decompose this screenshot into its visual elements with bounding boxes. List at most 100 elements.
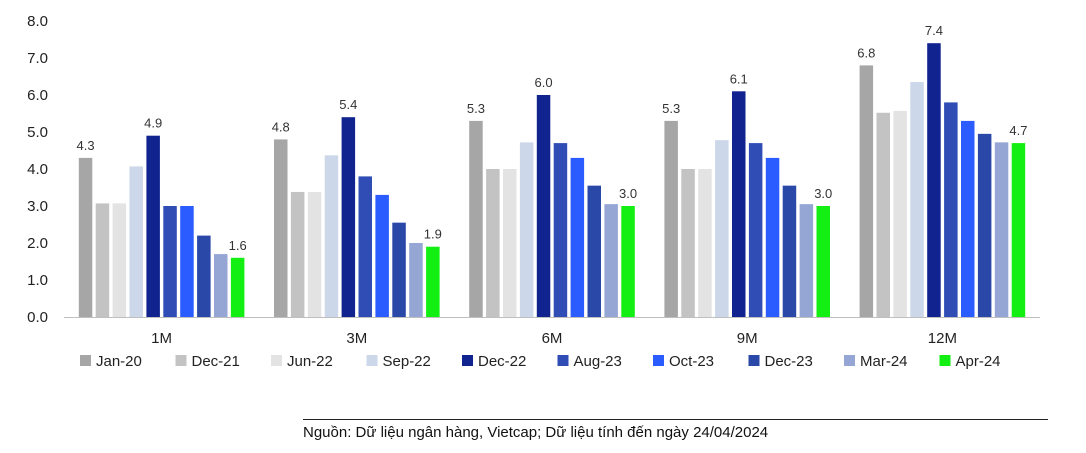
source-divider bbox=[303, 419, 1048, 420]
bar-aug-23-12m bbox=[944, 102, 958, 318]
legend-label: Sep-22 bbox=[383, 353, 431, 370]
bar-dec-22-6m bbox=[536, 95, 551, 317]
legend-swatch bbox=[653, 355, 664, 366]
bar-sep-22-12m bbox=[910, 82, 924, 317]
bar-dec-22-9m bbox=[732, 91, 746, 317]
bar-dec-22-12m bbox=[927, 43, 941, 317]
bar-dec-22-1m bbox=[146, 135, 160, 317]
y-tick-label: 5.0 bbox=[27, 124, 48, 141]
y-tick-label: 4.0 bbox=[27, 161, 48, 178]
bar-dec-23-3m bbox=[392, 222, 406, 317]
bar-dec-23-12m bbox=[977, 133, 992, 317]
data-label: 6.1 bbox=[730, 71, 748, 86]
bar-apr-24-9m bbox=[816, 206, 830, 317]
data-label: 1.6 bbox=[229, 238, 247, 253]
x-tick-label: 3M bbox=[346, 330, 367, 347]
legend-swatch bbox=[80, 355, 91, 366]
legend-label: Mar-24 bbox=[860, 353, 908, 370]
legend-swatch bbox=[271, 355, 282, 366]
bar-sep-22-6m bbox=[519, 142, 534, 317]
bar-jan-20-1m bbox=[78, 157, 93, 317]
data-label: 4.7 bbox=[1009, 123, 1027, 138]
bar-dec-21-12m bbox=[876, 112, 890, 317]
data-label: 4.8 bbox=[272, 119, 290, 134]
y-tick-label: 3.0 bbox=[27, 198, 48, 215]
legend-label: Dec-21 bbox=[192, 353, 240, 370]
bar-aug-23-1m bbox=[163, 206, 177, 317]
bar-oct-23-3m bbox=[375, 194, 389, 317]
data-label: 5.4 bbox=[339, 97, 357, 112]
bar-jan-20-3m bbox=[274, 139, 288, 317]
data-label: 7.4 bbox=[925, 23, 943, 38]
bar-sep-22-3m bbox=[324, 155, 339, 317]
legend-label: Apr-24 bbox=[956, 353, 1001, 370]
bar-apr-24-1m bbox=[230, 257, 245, 317]
data-label: 4.3 bbox=[77, 138, 95, 153]
y-tick-label: 8.0 bbox=[27, 13, 48, 30]
data-label: 3.0 bbox=[619, 186, 637, 201]
bar-jan-20-9m bbox=[664, 120, 678, 318]
legend-label: Jun-22 bbox=[287, 353, 333, 370]
bar-oct-23-6m bbox=[570, 157, 585, 317]
bar-dec-21-1m bbox=[95, 203, 110, 317]
legend-label: Oct-23 bbox=[669, 353, 714, 370]
bar-aug-23-9m bbox=[748, 143, 763, 317]
source-note: Nguồn: Dữ liệu ngân hàng, Vietcap; Dữ li… bbox=[303, 424, 769, 441]
legend-swatch bbox=[557, 355, 569, 366]
data-label: 6.0 bbox=[535, 75, 553, 90]
legend-label: Dec-22 bbox=[478, 353, 526, 370]
legend-label: Jan-20 bbox=[96, 353, 142, 370]
bar-mar-24-6m bbox=[604, 204, 618, 317]
data-label: 5.3 bbox=[662, 101, 680, 116]
bar-dec-23-1m bbox=[197, 235, 211, 317]
bar-dec-22-3m bbox=[341, 117, 356, 317]
bar-aug-23-6m bbox=[553, 143, 568, 317]
bar-jan-20-12m bbox=[859, 65, 874, 318]
bar-sep-22-9m bbox=[715, 140, 729, 317]
x-tick-label: 9M bbox=[737, 330, 758, 347]
bar-apr-24-3m bbox=[426, 246, 440, 317]
bar-jun-22-3m bbox=[307, 191, 322, 317]
bar-dec-21-6m bbox=[486, 169, 500, 317]
data-label: 1.9 bbox=[424, 227, 442, 242]
bar-apr-24-6m bbox=[621, 206, 635, 317]
bar-oct-23-9m bbox=[765, 157, 780, 317]
bar-jan-20-6m bbox=[469, 120, 483, 318]
data-label: 3.0 bbox=[814, 186, 832, 201]
legend-label: Aug-23 bbox=[574, 353, 622, 370]
bar-dec-23-6m bbox=[587, 185, 601, 317]
bar-jun-22-12m bbox=[893, 110, 907, 317]
legend-swatch bbox=[175, 355, 187, 366]
bar-mar-24-1m bbox=[214, 254, 228, 317]
bar-dec-21-9m bbox=[681, 169, 695, 317]
bar-mar-24-12m bbox=[994, 142, 1009, 317]
bar-jun-22-9m bbox=[698, 169, 712, 317]
bar-dec-21-3m bbox=[290, 191, 305, 317]
bar-dec-23-9m bbox=[782, 185, 797, 317]
y-tick-label: 1.0 bbox=[27, 272, 48, 289]
bar-sep-22-1m bbox=[129, 166, 143, 317]
legend-swatch bbox=[939, 355, 951, 366]
x-tick-label: 12M bbox=[928, 330, 957, 347]
bar-jun-22-6m bbox=[503, 169, 517, 317]
data-label: 4.9 bbox=[144, 116, 162, 131]
y-tick-label: 6.0 bbox=[27, 87, 48, 104]
legend-swatch bbox=[844, 355, 855, 366]
y-tick-label: 0.0 bbox=[27, 309, 48, 326]
legend-swatch bbox=[366, 355, 378, 366]
bar-mar-24-3m bbox=[409, 243, 423, 317]
legend-label: Dec-23 bbox=[765, 353, 813, 370]
bar-apr-24-12m bbox=[1011, 143, 1026, 317]
x-tick-label: 1M bbox=[151, 330, 172, 347]
bar-oct-23-12m bbox=[961, 120, 975, 318]
legend-swatch bbox=[748, 355, 760, 366]
bar-aug-23-3m bbox=[358, 176, 372, 317]
legend-swatch bbox=[462, 355, 473, 366]
y-tick-label: 2.0 bbox=[27, 235, 48, 252]
bar-oct-23-1m bbox=[180, 206, 194, 317]
y-tick-label: 7.0 bbox=[27, 50, 48, 67]
bar-jun-22-1m bbox=[112, 203, 127, 317]
x-tick-label: 6M bbox=[542, 330, 563, 347]
data-label: 5.3 bbox=[467, 101, 485, 116]
